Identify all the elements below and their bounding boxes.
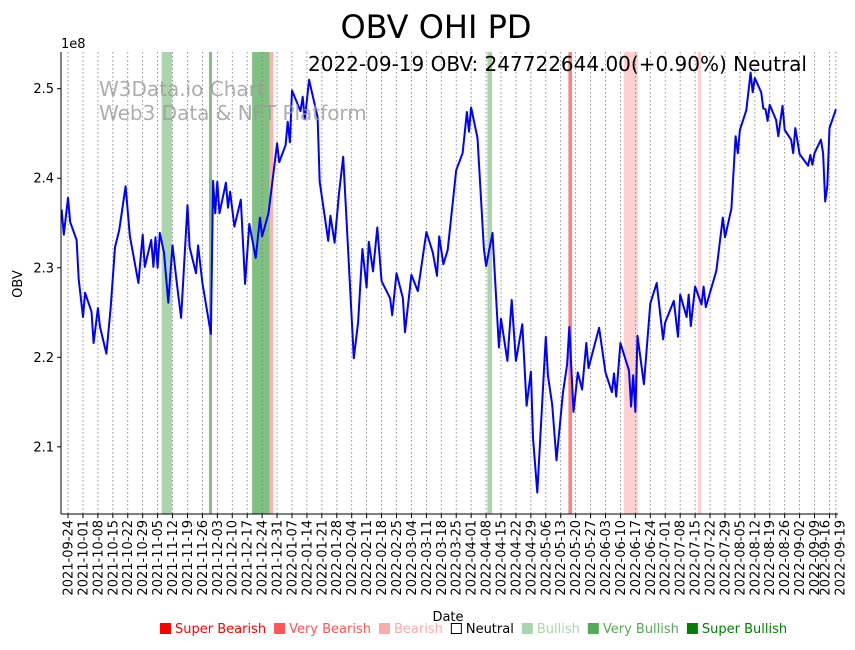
x-tick-label: 2022-03-18 xyxy=(435,520,450,596)
x-tick-label: 2021-09-24 xyxy=(62,520,77,596)
x-tick-label: 2022-02-25 xyxy=(390,520,405,596)
x-tick-label: 2022-06-03 xyxy=(599,520,614,596)
x-tick-label: 2022-02-04 xyxy=(345,520,360,596)
x-tick-label: 2022-09-16 xyxy=(819,520,834,596)
x-tick-label: 2022-09-02 xyxy=(793,520,808,596)
signal-band-bearish xyxy=(269,52,274,514)
y-tick-label: 2.2 xyxy=(33,351,54,366)
legend-label-bullish: Bullish xyxy=(537,622,580,637)
x-tick-label: 2022-04-15 xyxy=(494,520,509,596)
x-tick-label: 2022-04-29 xyxy=(524,520,539,596)
signal-band-bearish xyxy=(697,52,702,514)
x-tick-label: 2022-04-08 xyxy=(480,520,495,596)
chart-title: OBV OHI PD xyxy=(340,8,531,46)
legend-label-neutral: Neutral xyxy=(466,622,514,637)
x-tick-label: 2022-07-08 xyxy=(674,520,689,596)
x-tick-label: 2021-11-19 xyxy=(181,520,196,596)
signal-band-very-bullish xyxy=(209,52,213,514)
legend-marker-super-bearish xyxy=(160,623,171,634)
legend-marker-super-bullish xyxy=(686,623,698,634)
x-tick-label: 2022-07-15 xyxy=(689,520,704,596)
x-tick-label: 2022-05-13 xyxy=(554,520,569,596)
x-tick-label: 2022-08-19 xyxy=(763,520,778,596)
x-tick-label: 2022-09-09 xyxy=(808,520,823,596)
x-tick-label: 2022-05-27 xyxy=(584,520,599,596)
x-tick-label: 2022-07-01 xyxy=(659,520,674,596)
signal-band-bullish xyxy=(487,52,493,514)
x-tick-label: 2021-12-31 xyxy=(271,520,286,596)
x-tick-label: 2021-10-29 xyxy=(136,520,151,596)
x-tick-label: 2022-09-19 xyxy=(834,520,849,596)
x-tick-label: 2021-12-03 xyxy=(211,520,226,596)
x-tick-label: 2021-10-22 xyxy=(121,520,136,596)
x-tick-label: 2022-08-12 xyxy=(748,520,763,596)
chart-annotation: 2022-09-19 OBV: 247722644.00(+0.90%) Neu… xyxy=(308,52,807,76)
x-tick-label: 2022-01-21 xyxy=(315,520,330,596)
legend-item: Bullish xyxy=(521,622,580,637)
legend-label-very-bearish: Very Bearish xyxy=(289,622,371,637)
y-tick-label: 2.3 xyxy=(33,261,54,276)
legend-item: Super Bullish xyxy=(686,622,787,637)
x-tick-label: 2021-11-26 xyxy=(196,520,211,596)
watermark-line-1: W3Data.io Chart xyxy=(99,77,265,101)
signal-band-bearish xyxy=(624,52,638,514)
x-tick-label: 2022-08-05 xyxy=(733,520,748,596)
legend-label-bearish: Bearish xyxy=(394,622,443,637)
y-offset-label: 1e8 xyxy=(61,37,86,52)
signal-band-very-bearish xyxy=(568,52,573,514)
x-tick-label: 2022-02-11 xyxy=(360,520,375,596)
legend-item: Neutral xyxy=(450,622,514,637)
y-tick-label: 2.5 xyxy=(33,82,54,97)
legend-item: Bearish xyxy=(378,622,443,637)
x-tick-label: 2021-12-17 xyxy=(241,520,256,596)
legend-item: Very Bearish xyxy=(274,622,371,637)
x-tick-label: 2022-05-20 xyxy=(569,520,584,596)
x-tick-label: 2022-08-26 xyxy=(778,520,793,596)
x-tick-label: 2022-07-22 xyxy=(703,520,718,596)
y-tick-label: 2.4 xyxy=(33,172,54,187)
legend: Super Bearish Very Bearish Bearish Neutral B… xyxy=(160,622,787,637)
legend-marker-neutral xyxy=(450,623,462,634)
legend-marker-bullish xyxy=(521,623,533,634)
x-tick-label: 2021-10-08 xyxy=(91,520,106,596)
x-tick-label: 2022-03-04 xyxy=(405,520,420,596)
x-tick-label: 2022-06-10 xyxy=(614,520,629,596)
x-tick-label: 2022-04-01 xyxy=(465,520,480,596)
legend-marker-very-bearish xyxy=(274,623,286,634)
x-tick-label: 2022-01-07 xyxy=(285,520,300,596)
x-tick-label: 2022-01-14 xyxy=(300,520,315,596)
y-tick-label: 2.1 xyxy=(33,440,54,455)
obv-series-line xyxy=(60,71,837,494)
legend-item: Very Bullish xyxy=(587,622,679,637)
x-tick-label: 2021-10-15 xyxy=(106,520,121,596)
watermark-line-2: Web3 Data & NFT Platform xyxy=(99,101,367,125)
x-tick-label: 2022-01-28 xyxy=(330,520,345,596)
x-tick-label: 2022-05-06 xyxy=(539,520,554,596)
x-tick-label: 2022-04-22 xyxy=(509,520,524,596)
legend-label-very-bullish: Very Bullish xyxy=(603,622,679,637)
y-axis-label: OBV xyxy=(11,270,26,298)
legend-item: Super Bearish xyxy=(160,622,266,637)
signal-band-very-bullish xyxy=(252,52,270,514)
x-tick-label: 2022-06-24 xyxy=(644,520,659,596)
x-axis-label: Date xyxy=(432,610,463,625)
legend-marker-bearish xyxy=(378,623,390,634)
x-tick-label: 2021-12-24 xyxy=(256,520,271,596)
x-tick-label: 2022-06-17 xyxy=(629,520,644,596)
x-tick-label: 2022-03-25 xyxy=(450,520,465,596)
x-tick-label: 2021-12-10 xyxy=(226,520,241,596)
x-tick-label: 2022-03-11 xyxy=(420,520,435,596)
x-tick-label: 2021-11-12 xyxy=(166,520,181,596)
x-tick-label: 2021-11-05 xyxy=(151,520,166,596)
x-tick-label: 2022-02-18 xyxy=(375,520,390,596)
legend-label-super-bearish: Super Bearish xyxy=(175,622,266,637)
legend-marker-very-bullish xyxy=(587,623,599,634)
x-tick-label: 2022-07-29 xyxy=(718,520,733,596)
x-tick-label: 2021-10-01 xyxy=(76,520,91,596)
legend-label-super-bullish: Super Bullish xyxy=(702,622,787,637)
